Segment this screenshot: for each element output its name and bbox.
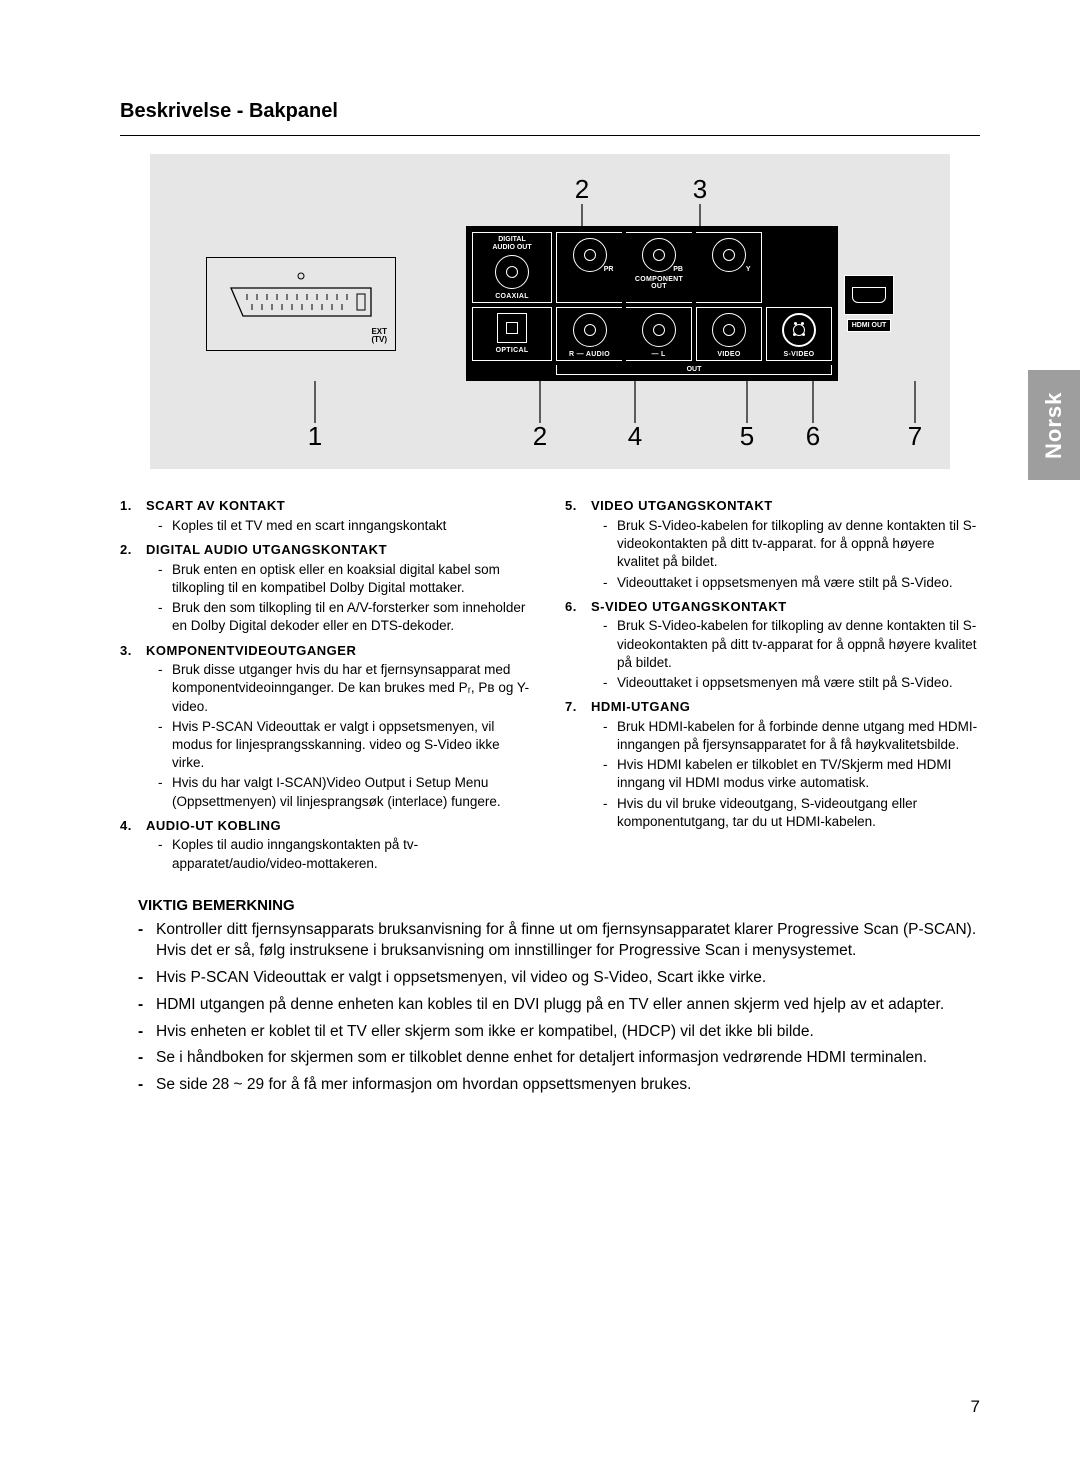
svg-text:4: 4 — [628, 421, 642, 451]
section-bullets: Bruk S-Video-kabelen for tilkopling av d… — [565, 517, 980, 592]
page-title: Beskrivelse - Bakpanel — [120, 100, 980, 123]
bullet-item: Videouttaket i oppsetsmenyen må være sti… — [603, 574, 980, 592]
note-item: Se i håndboken for skjermen som er tilko… — [138, 1048, 980, 1069]
optical-jack-icon — [497, 313, 527, 343]
bullet-item: Bruk disse utganger hvis du har et fjern… — [158, 661, 535, 716]
hdmi-label: HDMI OUT — [847, 319, 892, 332]
hdmi-connector: HDMI OUT — [844, 275, 894, 332]
section-bullets: Bruk S-Video-kabelen for tilkopling av d… — [565, 617, 980, 692]
section-heading: 1.SCART AV KONTAKT — [120, 497, 535, 515]
coaxial-jack-icon — [495, 255, 529, 289]
bullet-item: Bruk den som tilkopling til en A/V-forst… — [158, 599, 535, 635]
svg-text:1: 1 — [308, 421, 322, 451]
digital-audio-cell: DIGITAL AUDIO OUT COAXIAL — [472, 232, 552, 303]
title-rule — [120, 135, 980, 136]
rear-connectors: DIGITAL AUDIO OUT COAXIAL PR PB COMPONEN… — [466, 226, 894, 381]
audio-l-jack-icon — [642, 313, 676, 347]
scart-connector: EXT (TV) — [206, 257, 396, 351]
video-cell: VIDEO — [696, 307, 762, 361]
left-column: 1.SCART AV KONTAKT Koples til et TV med e… — [120, 491, 535, 874]
bullet-item: Bruk enten en optisk eller en koaksial d… — [158, 561, 535, 597]
bullet-item: Videouttaket i oppsetsmenyen må være sti… — [603, 674, 980, 692]
bullet-item: Bruk S-Video-kabelen for tilkopling av d… — [603, 517, 980, 572]
bullet-item: Bruk S-Video-kabelen for tilkopling av d… — [603, 617, 980, 672]
video-jack-icon — [712, 313, 746, 347]
note-item: Se side 28 ~ 29 for å få mer informasjon… — [138, 1075, 980, 1096]
section-bullets: Bruk enten en optisk eller en koaksial d… — [120, 561, 535, 636]
scart-ext-label: EXT (TV) — [371, 328, 387, 344]
section-heading: 4.AUDIO-UT KOBLING — [120, 817, 535, 835]
callout-top-svg: 2 3 — [180, 176, 980, 226]
connector-grid: DIGITAL AUDIO OUT COAXIAL PR PB COMPONEN… — [466, 226, 838, 381]
pb-jack-icon: PB — [642, 238, 676, 272]
section-heading: 3.KOMPONENTVIDEOUTGANGER — [120, 642, 535, 660]
note-item: Hvis enheten er koblet til et TV eller s… — [138, 1022, 980, 1043]
svg-text:7: 7 — [908, 421, 922, 451]
section-heading: 7.HDMI-UTGANG — [565, 698, 980, 716]
rear-panel-diagram: 2 3 EXT (TV) — [150, 154, 950, 469]
bullet-item: Hvis HDMI kabelen er tilkoblet en TV/Skj… — [603, 756, 980, 792]
bullet-item: Koples til et TV med en scart inngangsko… — [158, 517, 535, 535]
svg-text:2: 2 — [533, 421, 547, 451]
section-heading: 5.VIDEO UTGANGSKONTAKT — [565, 497, 980, 515]
svg-text:5: 5 — [740, 421, 754, 451]
page-number: 7 — [971, 1397, 980, 1417]
audio-l-cell: — L — [626, 307, 692, 361]
bullet-item: Hvis P-SCAN Videouttak er valgt i oppset… — [158, 718, 535, 773]
section-bullets: Bruk HDMI-kabelen for å forbinde denne u… — [565, 718, 980, 831]
diagram-body: EXT (TV) DIGITAL AUDIO OUT COAXIAL PR PB — [180, 226, 920, 381]
callout-bottom-svg: 1 2 4 5 6 7 — [180, 381, 980, 451]
svg-text:3: 3 — [693, 176, 707, 204]
audio-r-jack-icon — [573, 313, 607, 347]
bullet-item: Hvis du har valgt I-SCAN)Video Output i … — [158, 774, 535, 810]
page: Beskrivelse - Bakpanel 2 3 — [0, 0, 1080, 1142]
component-y-cell: Y — [696, 232, 762, 303]
component-pb-cell: PB COMPONENT OUT — [626, 232, 692, 303]
bullet-item: Hvis du vil bruke videoutgang, S-videout… — [603, 795, 980, 831]
pr-jack-icon: PR — [573, 238, 607, 272]
notes-heading: VIKTIG BEMERKNING — [138, 897, 980, 914]
svg-text:6: 6 — [806, 421, 820, 451]
out-label: OUT — [556, 365, 832, 375]
bullet-item: Bruk HDMI-kabelen for å forbinde denne u… — [603, 718, 980, 754]
note-item: Hvis P-SCAN Videouttak er valgt i oppset… — [138, 968, 980, 989]
y-jack-icon: Y — [712, 238, 746, 272]
svg-text:2: 2 — [575, 176, 589, 204]
right-column: 5.VIDEO UTGANGSKONTAKT Bruk S-Video-kabel… — [565, 491, 980, 874]
note-item: HDMI utgangen på denne enheten kan koble… — [138, 995, 980, 1016]
hdmi-port-icon — [844, 275, 894, 315]
section-heading: 6.S-VIDEO UTGANGSKONTAKT — [565, 598, 980, 616]
section-bullets: Bruk disse utganger hvis du har et fjern… — [120, 661, 535, 811]
section-bullets: Koples til et TV med en scart inngangsko… — [120, 517, 535, 535]
svideo-cell: S-VIDEO — [766, 307, 832, 361]
note-item: Kontroller ditt fjernsynsapparats bruksa… — [138, 920, 980, 962]
descriptions: 1.SCART AV KONTAKT Koples til et TV med e… — [120, 491, 980, 874]
scart-icon — [219, 268, 383, 324]
optical-cell: OPTICAL — [472, 307, 552, 361]
section-heading: 2.DIGITAL AUDIO UTGANGSKONTAKT — [120, 541, 535, 559]
component-pr-cell: PR — [556, 232, 622, 303]
bullet-item: Koples til audio inngangskontakten på tv… — [158, 836, 535, 872]
notes-list: Kontroller ditt fjernsynsapparats bruksa… — [120, 920, 980, 1096]
section-bullets: Koples til audio inngangskontakten på tv… — [120, 836, 535, 872]
audio-r-cell: R — AUDIO — [556, 307, 622, 361]
svideo-jack-icon — [782, 313, 816, 347]
